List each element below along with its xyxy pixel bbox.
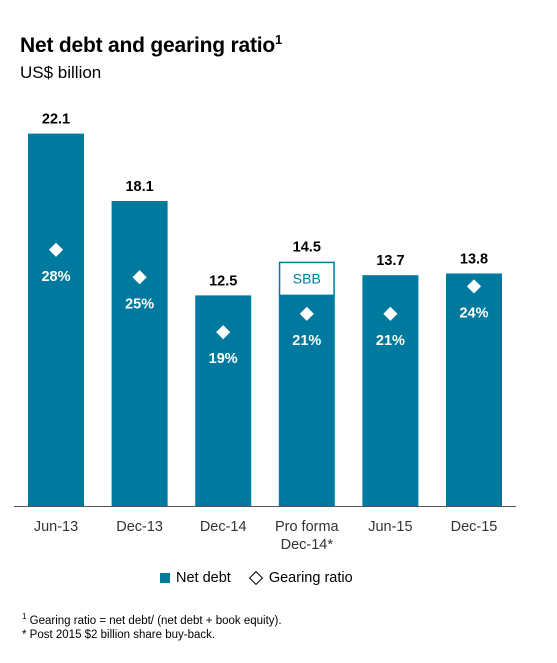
footnote-1: 1 Gearing ratio = net debt/ (net debt + … (22, 612, 282, 627)
gearing-diamond-2 (132, 270, 147, 285)
gearing-diamond-5 (383, 306, 398, 321)
bar-chart: 22.1 28% Jun-13 18.1 25% Dec-13 12.5 19% Dec-14 S… (14, 112, 516, 553)
chart-title: Net debt and gearing ratio1 (20, 32, 283, 57)
gearing-label-4: 21% (292, 333, 321, 349)
bar-net-debt-2 (111, 201, 168, 506)
gearing-label-6: 24% (459, 305, 488, 321)
x-tick-label-4-2: Dec-14* (281, 537, 334, 553)
gearing-label-2: 25% (125, 296, 154, 312)
legend-net-debt: Net debt (176, 570, 231, 586)
x-tick-label-6: Dec-15 (451, 519, 498, 535)
diamond-legend-icon (248, 570, 263, 586)
gearing-label-5: 21% (376, 333, 405, 349)
sbb-label: SBB (293, 271, 321, 287)
title-footnote-mark: 1 (275, 32, 283, 47)
net-debt-legend-swatch (160, 573, 170, 583)
legend-gearing-ratio: Gearing ratio (268, 570, 353, 586)
gearing-label-1: 28% (41, 269, 70, 285)
bar-sbb-segment (278, 261, 335, 297)
bar-net-debt-6 (446, 273, 502, 506)
x-tick-label-2: Dec-13 (116, 519, 163, 535)
bar-net-debt-4 (278, 295, 335, 506)
gearing-diamond-6 (466, 279, 482, 294)
bar-net-debt-1 (28, 133, 84, 507)
footnote-2: * Post 2015 $2 billion share buy-back. (22, 628, 216, 641)
value-label-4: 14.5 (293, 240, 321, 256)
x-tick-label-1: Jun-13 (34, 519, 78, 535)
x-tick-label-5: Jun-15 (368, 519, 412, 535)
footnotes: 1 Gearing ratio = net debt/ (net debt + … (22, 610, 282, 642)
gearing-diamond-4 (299, 306, 314, 321)
legend: Net debt Gearing ratio (160, 570, 353, 586)
gearing-diamond-3 (216, 325, 231, 340)
x-tick-label-4-1: Pro forma (275, 519, 340, 535)
chart-subtitle: US$ billion (20, 63, 102, 82)
gearing-label-3: 19% (209, 351, 238, 367)
value-label-5: 13.7 (376, 253, 404, 269)
x-tick-label-3: Dec-14 (200, 519, 247, 535)
value-label-3: 12.5 (209, 273, 237, 289)
value-label-6: 13.8 (460, 251, 488, 267)
value-label-2: 18.1 (125, 179, 153, 195)
value-label-1: 22.1 (42, 112, 70, 128)
